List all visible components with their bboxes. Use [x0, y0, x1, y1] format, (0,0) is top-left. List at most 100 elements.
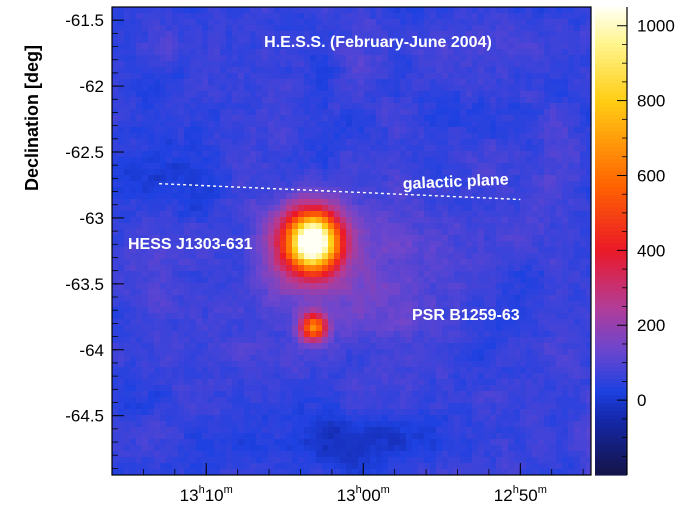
heatmap-cell	[322, 115, 329, 122]
heatmap-cell	[202, 115, 209, 122]
heatmap-cell	[418, 79, 425, 86]
heatmap-cell	[478, 277, 485, 284]
heatmap-cell	[280, 379, 287, 386]
heatmap-cell	[556, 289, 563, 296]
heatmap-cell	[556, 301, 563, 308]
heatmap-cell	[118, 73, 125, 80]
heatmap-cell	[196, 343, 203, 350]
heatmap-cell	[256, 337, 263, 344]
heatmap-cell	[322, 289, 329, 296]
heatmap-cell	[574, 271, 581, 278]
heatmap-cell	[292, 109, 299, 116]
heatmap-cell	[232, 133, 239, 140]
heatmap-cell	[514, 157, 521, 164]
heatmap-cell	[478, 235, 485, 242]
heatmap-cell	[244, 55, 251, 62]
heatmap-cell	[496, 361, 503, 368]
heatmap-cell	[544, 19, 551, 26]
heatmap-cell	[574, 25, 581, 32]
heatmap-cell	[304, 169, 311, 176]
heatmap-cell	[466, 157, 473, 164]
heatmap-cell	[292, 325, 299, 332]
heatmap-cell	[250, 241, 257, 248]
heatmap-cell	[478, 73, 485, 80]
heatmap-cell	[160, 349, 167, 356]
heatmap-cell	[460, 289, 467, 296]
heatmap-cell	[436, 181, 443, 188]
heatmap-cell	[466, 19, 473, 26]
heatmap-cell	[580, 247, 587, 254]
heatmap-cell	[274, 355, 281, 362]
heatmap-cell	[226, 229, 233, 236]
heatmap-cell	[454, 133, 461, 140]
heatmap-cell	[148, 163, 155, 170]
heatmap-cell	[556, 169, 563, 176]
heatmap-cell	[388, 193, 395, 200]
heatmap-cell	[460, 247, 467, 254]
heatmap-cell	[346, 211, 353, 218]
heatmap-cell	[280, 13, 287, 20]
heatmap-cell	[226, 253, 233, 260]
heatmap-cell	[334, 217, 341, 224]
heatmap-cell	[502, 139, 509, 146]
heatmap-cell	[280, 55, 287, 62]
heatmap-cell	[148, 127, 155, 134]
heatmap-cell	[514, 217, 521, 224]
heatmap-cell	[484, 271, 491, 278]
heatmap-cell	[478, 367, 485, 374]
heatmap-cell	[154, 127, 161, 134]
heatmap-cell	[382, 19, 389, 26]
heatmap-cell	[202, 295, 209, 302]
heatmap-cell	[460, 67, 467, 74]
heatmap-cell	[184, 259, 191, 266]
heatmap-cell	[226, 361, 233, 368]
heatmap-cell	[118, 103, 125, 110]
heatmap-cell	[304, 319, 311, 326]
heatmap-cell	[418, 49, 425, 56]
heatmap-cell	[520, 355, 527, 362]
heatmap-cell	[238, 193, 245, 200]
heatmap-cell	[244, 151, 251, 158]
heatmap-cell	[196, 205, 203, 212]
heatmap-cell	[520, 367, 527, 374]
heatmap-cell	[346, 217, 353, 224]
heatmap-cell	[328, 193, 335, 200]
heatmap-cell	[454, 157, 461, 164]
heatmap-cell	[436, 307, 443, 314]
heatmap-cell	[424, 85, 431, 92]
heatmap-cell	[196, 157, 203, 164]
heatmap-cell	[358, 157, 365, 164]
heatmap-cell	[358, 91, 365, 98]
heatmap-cell	[118, 67, 125, 74]
heatmap-cell	[160, 307, 167, 314]
heatmap-cell	[586, 133, 591, 140]
heatmap-cell	[160, 91, 167, 98]
heatmap-cell	[406, 163, 413, 170]
heatmap-cell	[130, 49, 137, 56]
heatmap-cell	[514, 181, 521, 188]
heatmap-cell	[454, 73, 461, 80]
heatmap-cell	[568, 187, 575, 194]
heatmap-cell	[502, 61, 509, 68]
heatmap-cell	[298, 43, 305, 50]
heatmap-cell	[184, 235, 191, 242]
heatmap-cell	[448, 229, 455, 236]
heatmap-cell	[118, 379, 125, 386]
heatmap-cell	[232, 127, 239, 134]
heatmap-cell	[460, 313, 467, 320]
heatmap-cell	[238, 67, 245, 74]
heatmap-cell	[430, 259, 437, 266]
heatmap-cell	[466, 61, 473, 68]
heatmap-cell	[208, 169, 215, 176]
heatmap-cell	[316, 379, 323, 386]
heatmap-cell	[472, 295, 479, 302]
heatmap-cell	[580, 61, 587, 68]
heatmap-cell	[124, 295, 131, 302]
heatmap-cell	[424, 139, 431, 146]
heatmap-cell	[316, 37, 323, 44]
heatmap-cell	[448, 55, 455, 62]
heatmap-cell	[214, 307, 221, 314]
heatmap-cell	[412, 7, 419, 14]
heatmap-cell	[586, 235, 591, 242]
heatmap-cell	[184, 157, 191, 164]
